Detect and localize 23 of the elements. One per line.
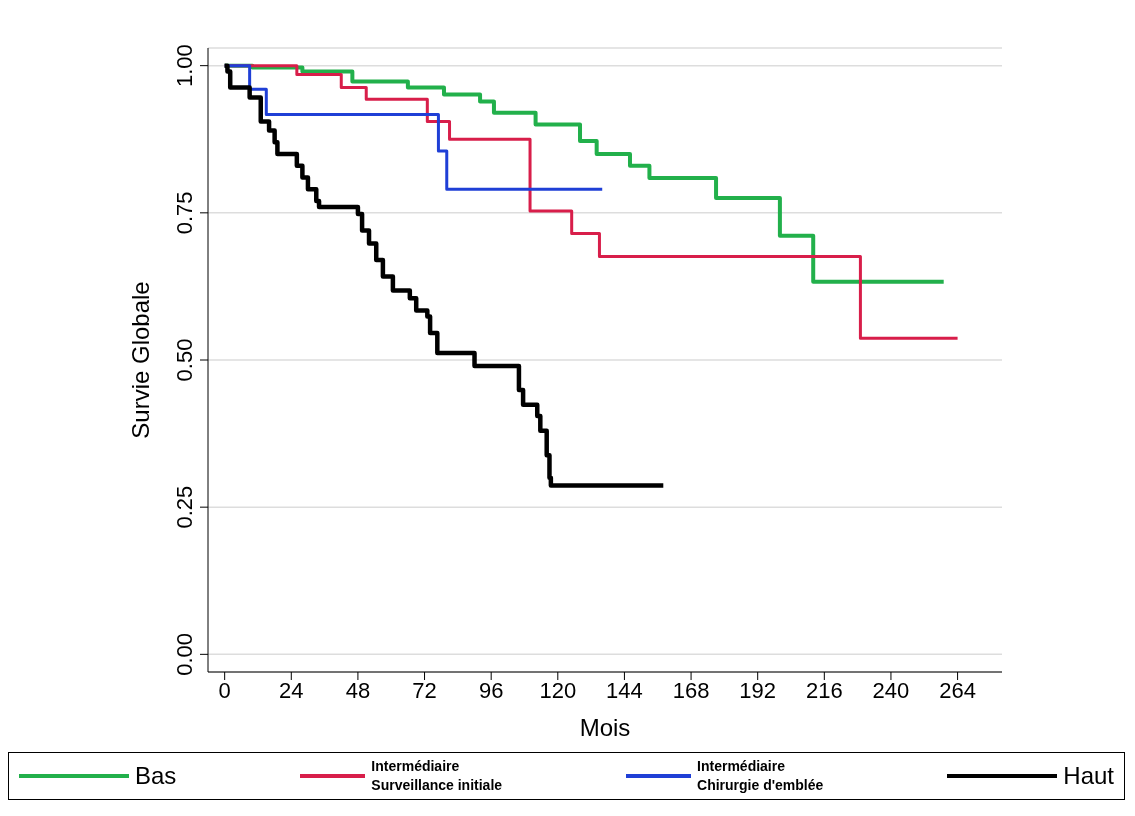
x-tick-label: 192 — [739, 677, 777, 703]
y-tick-label: 0.75 — [172, 191, 197, 235]
x-tick-label: 0 — [218, 677, 231, 703]
x-tick-label: 72 — [412, 677, 437, 703]
x-tick-label: 144 — [606, 677, 643, 703]
y-tick-label: 0.50 — [172, 338, 197, 382]
x-tick-label: 24 — [279, 677, 304, 703]
x-tick-label: 48 — [345, 677, 371, 703]
x-tick-label: 120 — [539, 677, 577, 703]
x-tick-label: 168 — [672, 677, 710, 703]
y-tick-label: 0.00 — [172, 632, 197, 676]
legend-label: Intermédiaire Surveillance initiale — [371, 757, 503, 795]
x-tick-label: 216 — [805, 677, 843, 703]
x-axis-title: Mois — [579, 714, 631, 741]
y-tick-label: 1.00 — [172, 44, 197, 88]
y-tick-label: 0.25 — [172, 485, 197, 529]
x-tick-label: 240 — [872, 677, 910, 703]
legend-label: Haut — [1063, 761, 1114, 791]
y-axis-title: Survie Globale — [126, 281, 154, 439]
x-tick-label: 264 — [939, 677, 976, 703]
legend-label: Intermédiaire Chirurgie d'emblée — [697, 757, 824, 795]
legend-label: Bas — [135, 761, 177, 791]
x-tick-label: 96 — [478, 677, 504, 703]
